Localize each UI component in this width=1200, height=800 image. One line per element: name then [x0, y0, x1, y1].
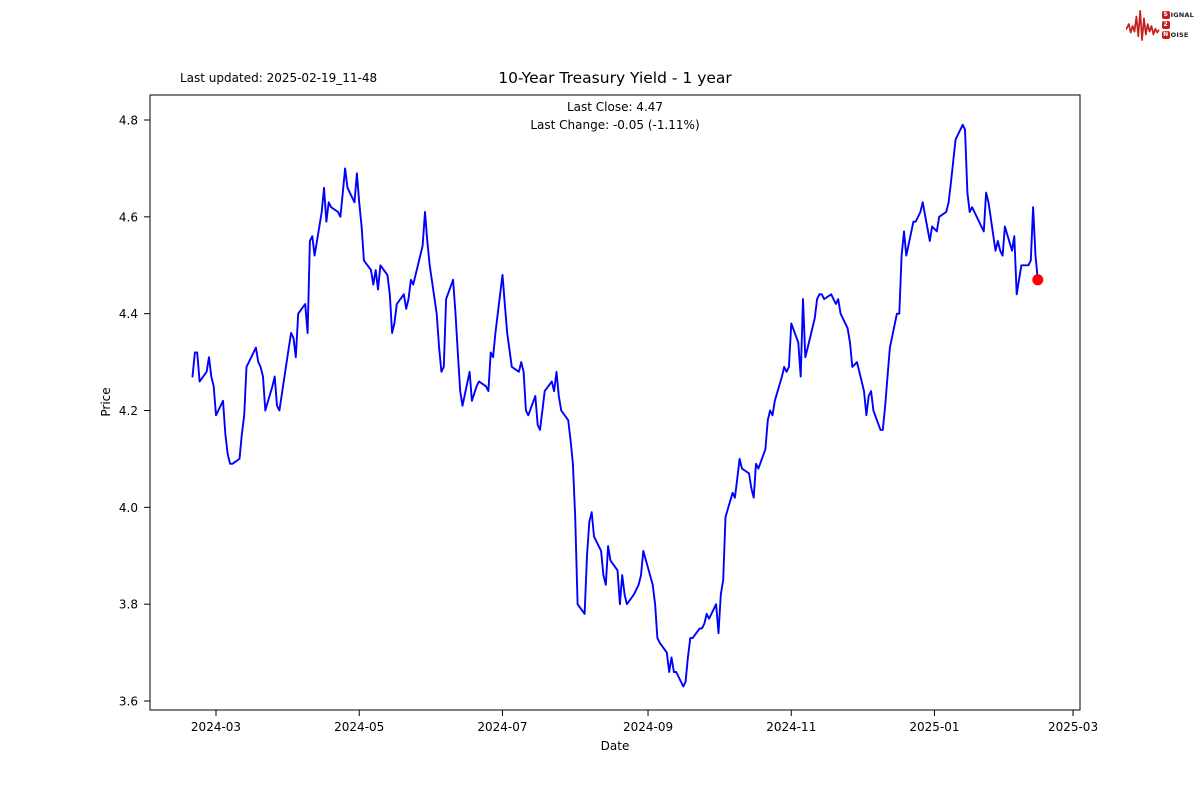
y-tick-label: 3.8 [119, 598, 138, 612]
x-tick-label: 2025-01 [909, 720, 959, 734]
logo-row-2: 2 [1161, 21, 1194, 29]
x-tick-label: 2025-03 [1048, 720, 1098, 734]
last-price-marker [1032, 274, 1044, 286]
y-tick-label: 3.6 [119, 695, 138, 709]
x-tick-label: 2024-09 [623, 720, 673, 734]
logo-row-signal: S IGNAL [1161, 11, 1194, 19]
logo-text: S IGNAL 2 N OISE [1161, 11, 1194, 39]
last-change-text: Last Change: -0.05 (-1.11%) [530, 118, 700, 132]
y-tick-label: 4.6 [119, 210, 138, 224]
y-tick-label: 4.2 [119, 404, 138, 418]
x-tick-label: 2024-03 [191, 720, 241, 734]
x-axis-ticks: 2024-03 2024-05 2024-07 2024-09 2024-11 2025-… [191, 710, 1098, 734]
x-tick-label: 2024-11 [766, 720, 816, 734]
logo-box-s: S [1161, 11, 1170, 19]
price-line [191, 123, 1039, 688]
logo-box-2: 2 [1161, 21, 1170, 29]
last-close-text: Last Close: 4.47 [566, 100, 664, 114]
logo-row-noise: N OISE [1161, 31, 1189, 39]
signal2noise-logo: S IGNAL 2 N OISE [1125, 5, 1194, 45]
chart-title: 10-Year Treasury Yield - 1 year [498, 69, 732, 87]
x-tick-label: 2024-07 [477, 720, 527, 734]
y-tick-label: 4.4 [119, 307, 138, 321]
y-tick-label: 4.8 [119, 114, 138, 128]
plot-border [149, 94, 1081, 711]
y-axis-ticks: 3.6 3.8 4.0 4.2 4.4 4.6 4.8 [119, 114, 150, 709]
chart-subtitle: Last Close: 4.47 Last Change: -0.05 (-1.… [150, 98, 1080, 134]
y-tick-label: 4.0 [119, 501, 138, 515]
waveform-icon [1125, 9, 1160, 41]
last-updated-text: Last updated: 2025-02-19_11-48 [180, 71, 378, 85]
x-tick-label: 2024-05 [334, 720, 384, 734]
y-axis-label: Price [99, 387, 113, 417]
x-axis-label: Date [600, 739, 630, 753]
logo-box-n: N [1161, 31, 1170, 39]
